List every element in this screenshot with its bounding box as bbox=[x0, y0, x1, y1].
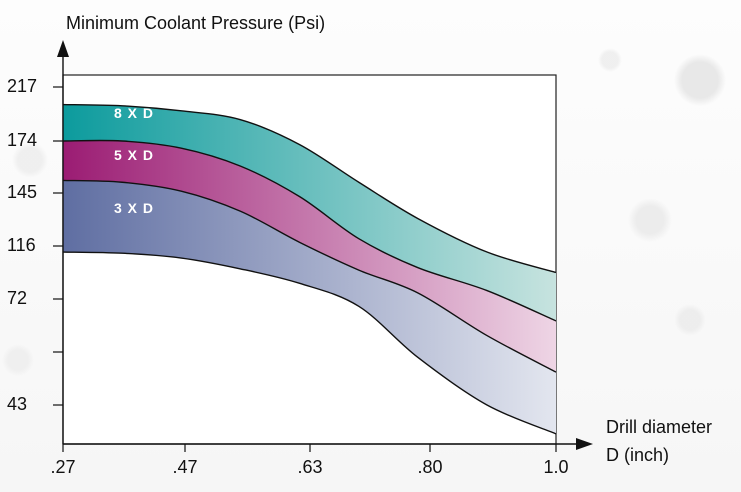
band-0 bbox=[63, 104, 556, 321]
y-tick-label-2: 145 bbox=[7, 182, 37, 202]
x-tick-label-3: .80 bbox=[417, 457, 442, 477]
band-upper-line-0 bbox=[62, 103, 557, 274]
band-1 bbox=[63, 140, 556, 373]
y-tick-label-6: 43 bbox=[7, 394, 27, 414]
band-labels: 8 X D 5 X D 3 X D bbox=[114, 105, 154, 216]
y-axis-title: Minimum Coolant Pressure (Psi) bbox=[66, 13, 325, 33]
y-tick-label-0: 217 bbox=[7, 76, 37, 96]
x-axis-arrow-icon bbox=[576, 438, 593, 450]
x-tick-label-4: 1.0 bbox=[543, 457, 568, 477]
band-label-2: 3 X D bbox=[114, 200, 154, 216]
x-tick-label-0: .27 bbox=[50, 457, 75, 477]
band-label-0: 8 X D bbox=[114, 105, 154, 121]
band-2 bbox=[63, 180, 556, 434]
band-label-1: 5 X D bbox=[114, 147, 154, 163]
x-axis-title-line2: D (inch) bbox=[606, 445, 669, 465]
y-axis-arrow-icon bbox=[57, 40, 69, 57]
data-bands bbox=[62, 103, 557, 435]
x-tick-label-2: .63 bbox=[297, 457, 322, 477]
band-upper-line-2 bbox=[62, 179, 557, 373]
y-tick-label-4: 72 bbox=[7, 288, 27, 308]
axes bbox=[57, 40, 593, 450]
ticks: 217 174 145 116 72 43 .27 .47 .63 .80 1.0 bbox=[7, 76, 569, 477]
y-tick-label-3: 116 bbox=[7, 235, 36, 255]
y-tick-label-1: 174 bbox=[7, 130, 37, 150]
x-axis-title-line1: Drill diameter bbox=[606, 417, 712, 437]
x-tick-label-1: .47 bbox=[172, 457, 197, 477]
band-upper-line-1 bbox=[62, 139, 557, 322]
band-lower-line-2 bbox=[62, 251, 557, 435]
